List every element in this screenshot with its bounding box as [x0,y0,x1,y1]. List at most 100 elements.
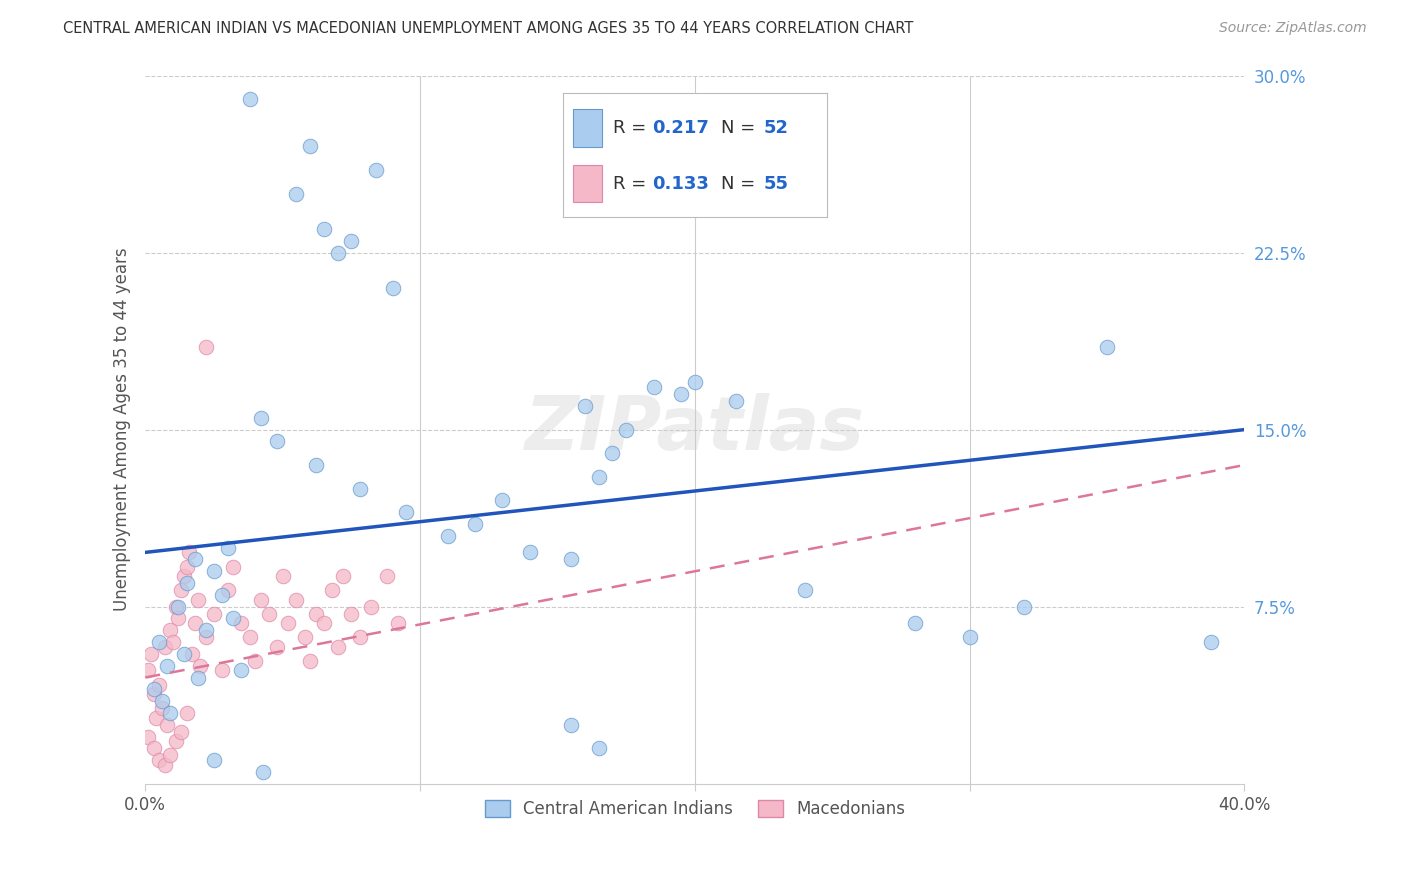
Point [167,611,190,625]
Point [145,711,167,725]
Point [148,635,170,649]
Point [148,753,170,767]
Point [162,635,184,649]
Point [184,552,207,566]
Point [165,599,187,614]
Text: ZIPatlas: ZIPatlas [524,393,865,467]
Point [245,654,267,668]
Point [222,611,245,625]
Point [176,576,198,591]
Point [387,616,409,631]
Legend: Central American Indians, Macedonians: Central American Indians, Macedonians [478,794,911,825]
Point [588,470,610,484]
Point [560,552,582,566]
Point [176,559,198,574]
Point [340,234,363,248]
Point [299,654,322,668]
Point [181,647,204,661]
Point [184,616,207,631]
Point [360,599,382,614]
Point [1201,635,1223,649]
Point [395,505,418,519]
Point [179,545,201,559]
Point [326,245,349,260]
Point [186,592,208,607]
Point [231,664,253,678]
Point [285,186,308,201]
Point [150,701,173,715]
Point [277,616,299,631]
Point [202,753,225,767]
Point [375,569,398,583]
Point [574,399,596,413]
Point [249,592,271,607]
Point [148,677,170,691]
Point [560,717,582,731]
Point [173,569,195,583]
Point [186,671,208,685]
Point [217,541,239,555]
Point [194,631,217,645]
Point [194,624,217,638]
Point [793,583,815,598]
Point [312,222,335,236]
Text: Source: ZipAtlas.com: Source: ZipAtlas.com [1219,21,1367,35]
Point [211,588,233,602]
Point [159,748,181,763]
Point [305,458,328,472]
Point [217,583,239,598]
Point [285,592,308,607]
Point [170,583,193,598]
Point [139,647,162,661]
Point [142,741,165,756]
Point [464,517,486,532]
Point [312,616,335,631]
Point [519,545,541,559]
Point [305,607,328,621]
Point [165,734,187,748]
Point [194,340,217,354]
Point [202,564,225,578]
Point [669,387,692,401]
Point [159,706,181,720]
Point [321,583,343,598]
Point [136,730,159,744]
Point [332,569,354,583]
Point [239,631,262,645]
Point [142,687,165,701]
Point [153,640,176,654]
Point [903,616,925,631]
Point [150,694,173,708]
Point [349,482,371,496]
Point [153,757,176,772]
Point [257,607,280,621]
Point [602,446,624,460]
Point [349,631,371,645]
Point [643,380,665,394]
Point [959,631,981,645]
Point [211,664,233,678]
Point [294,631,316,645]
Point [271,569,294,583]
Point [202,607,225,621]
Point [142,682,165,697]
Point [173,647,195,661]
Y-axis label: Unemployment Among Ages 35 to 44 years: Unemployment Among Ages 35 to 44 years [114,248,131,611]
Point [167,599,190,614]
Text: CENTRAL AMERICAN INDIAN VS MACEDONIAN UNEMPLOYMENT AMONG AGES 35 TO 44 YEARS COR: CENTRAL AMERICAN INDIAN VS MACEDONIAN UN… [63,21,914,36]
Point [614,423,637,437]
Point [266,640,288,654]
Point [1095,340,1118,354]
Point [364,163,387,178]
Point [156,717,179,731]
Point [683,376,706,390]
Point [231,616,253,631]
Point [436,529,458,543]
Point [239,92,262,106]
Point [299,139,322,153]
Point [249,410,271,425]
Point [188,658,211,673]
Point [156,658,179,673]
Point [170,724,193,739]
Point [340,607,363,621]
